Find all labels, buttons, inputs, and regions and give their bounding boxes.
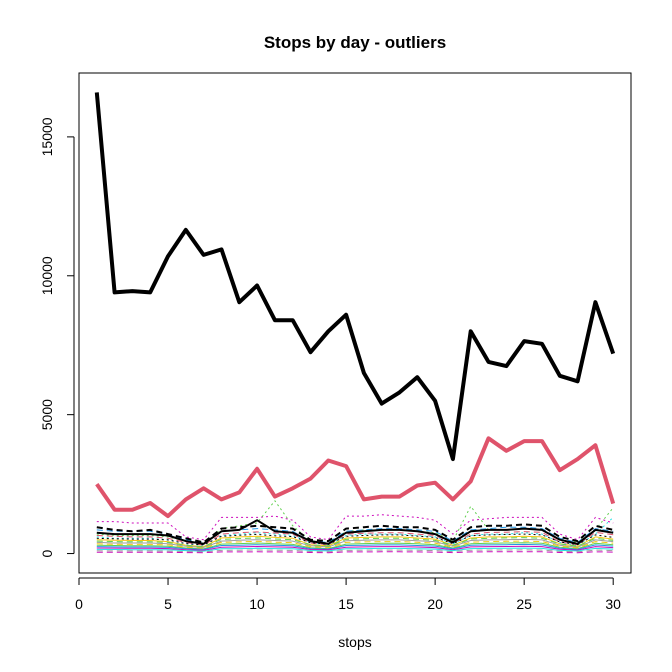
y-tick-label: 0 [39,549,55,557]
x-tick-label: 0 [75,596,83,612]
series-line [96,531,614,546]
series-line [96,533,614,546]
series-line [96,551,614,554]
x-tick-label: 20 [427,596,443,612]
x-tick-label: 5 [164,596,172,612]
series-line [96,537,614,548]
series-line [96,514,614,541]
series-line [96,519,614,545]
series-line [94,92,616,462]
series-line [96,523,614,544]
series-line [96,540,614,549]
x-axis-label: stops [338,634,371,650]
x-tick-label: 30 [605,596,621,612]
series-line [96,543,614,550]
series-line [96,547,614,552]
series-line [96,549,614,553]
y-tick-label: 10000 [39,256,55,295]
y-tick-label: 5000 [39,399,55,430]
plot-frame [78,72,632,574]
series-line [96,542,614,550]
series-line [96,538,614,548]
x-tick-label: 15 [338,596,354,612]
series-line [96,545,614,551]
series-line [95,436,616,519]
x-axis: 0 5 10 15 20 25 30 [75,577,621,612]
series-lines [94,92,616,554]
y-tick-label: 15000 [39,117,55,156]
x-tick-label: 25 [516,596,532,612]
x-tick-label: 10 [249,596,265,612]
y-axis: 0 5000 10000 15000 [39,117,75,557]
series-line [96,535,614,548]
chart-title: Stops by day - outliers [264,33,446,52]
